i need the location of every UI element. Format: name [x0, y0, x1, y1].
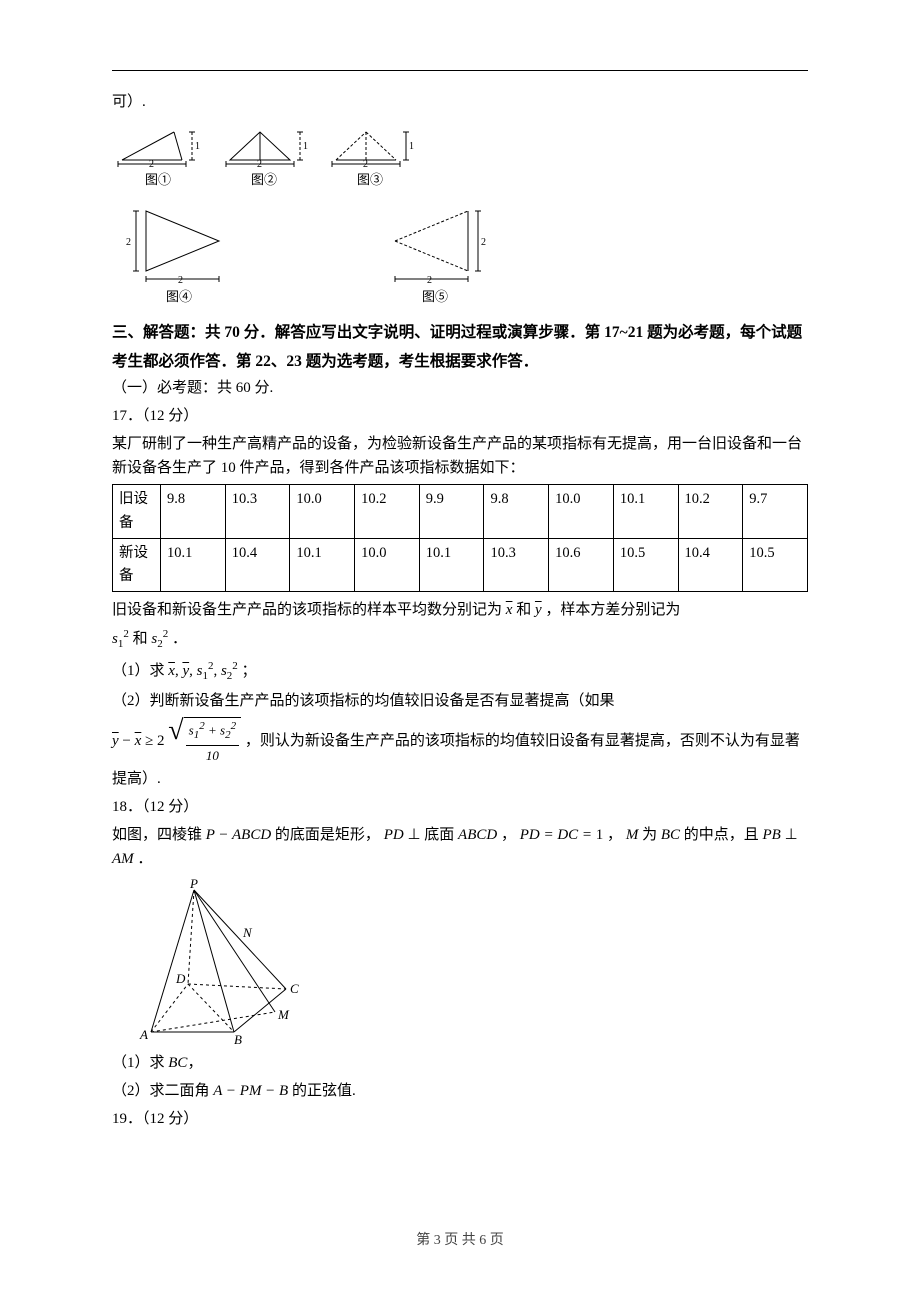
- q18-intro: 如图，四棱锥 P − ABCD 的底面是矩形， PD ⊥ 底面 ABCD ， P…: [112, 823, 808, 871]
- svg-text:1: 1: [409, 141, 414, 152]
- fig2-label: 图②: [251, 170, 277, 191]
- fig-2: 2 1 图②: [220, 120, 308, 191]
- svg-text:D: D: [175, 971, 186, 986]
- diagram-row-1: 2 1 图① 2 1 图② 2 1 图③: [114, 120, 808, 191]
- svg-text:2: 2: [178, 275, 183, 285]
- fig-5: 2 2 图⑤: [380, 201, 490, 308]
- section3-sub: （一）必考题：共 60 分.: [112, 376, 808, 400]
- svg-text:2: 2: [363, 159, 368, 168]
- fig4-label: 图④: [166, 287, 192, 308]
- diagram-row-2: 2 2 图④ 2 2 图⑤: [114, 201, 808, 308]
- svg-text:P: P: [189, 877, 198, 891]
- section3-heading: 三、解答题：共 70 分．解答应写出文字说明、证明过程或演算步骤．第 17~21…: [112, 318, 808, 377]
- q18-diagram: P A B C D M N: [126, 877, 808, 1047]
- q18-part2: （2）求二面角 A − PM − B 的正弦值.: [112, 1079, 808, 1103]
- svg-text:2: 2: [149, 159, 154, 168]
- svg-text:1: 1: [195, 141, 200, 152]
- q18-num: 18．（12 分）: [112, 795, 808, 819]
- q18-part1: （1）求 BC，: [112, 1051, 808, 1075]
- svg-text:C: C: [290, 981, 299, 996]
- q19-num: 19．（12 分）: [112, 1107, 808, 1131]
- q17-intro: 某厂研制了一种生产高精产品的设备，为检验新设备生产产品的某项指标有无提高，用一台…: [112, 432, 808, 480]
- svg-text:M: M: [277, 1007, 290, 1022]
- q17-part1: （1）求 x, y, s12, s22 ；: [112, 658, 808, 686]
- svg-text:B: B: [234, 1032, 242, 1047]
- q17-table: 旧设备 9.810.310.010.29.99.810.010.110.29.7…: [112, 484, 808, 592]
- svg-text:1: 1: [303, 141, 308, 152]
- svg-text:2: 2: [427, 275, 432, 285]
- fig1-label: 图①: [145, 170, 171, 191]
- page-footer: 第 3 页 共 6 页: [0, 1230, 920, 1252]
- table-row: 新设备 10.110.410.110.010.110.310.610.510.4…: [113, 538, 808, 591]
- table-row: 旧设备 9.810.310.010.29.99.810.010.110.29.7: [113, 485, 808, 538]
- q17-part2: （2）判断新设备生产产品的该项指标的均值较旧设备是否有显著提高（如果: [112, 689, 808, 713]
- trail-text: 可）.: [112, 90, 808, 114]
- q17-after1: 旧设备和新设备生产产品的该项指标的样本平均数分别记为 x 和 y ，样本方差分别…: [112, 598, 808, 622]
- svg-text:2: 2: [481, 237, 486, 248]
- svg-text:N: N: [242, 925, 253, 940]
- svg-text:A: A: [139, 1027, 148, 1042]
- fig-4: 2 2 图④: [124, 201, 234, 308]
- q17-inequality: y − x ≥ 2 √ s12 + s2210 ，则认为新设备生产产品的该项指标…: [112, 717, 808, 790]
- q17-num: 17．（12 分）: [112, 404, 808, 428]
- fig-1: 2 1 图①: [114, 120, 202, 191]
- svg-text:2: 2: [257, 159, 262, 168]
- fig3-label: 图③: [357, 170, 383, 191]
- fig-3: 2 1 图③: [326, 120, 414, 191]
- q17-after2: s12 和 s22 ．: [112, 626, 808, 654]
- svg-text:2: 2: [126, 237, 131, 248]
- fig5-label: 图⑤: [422, 287, 448, 308]
